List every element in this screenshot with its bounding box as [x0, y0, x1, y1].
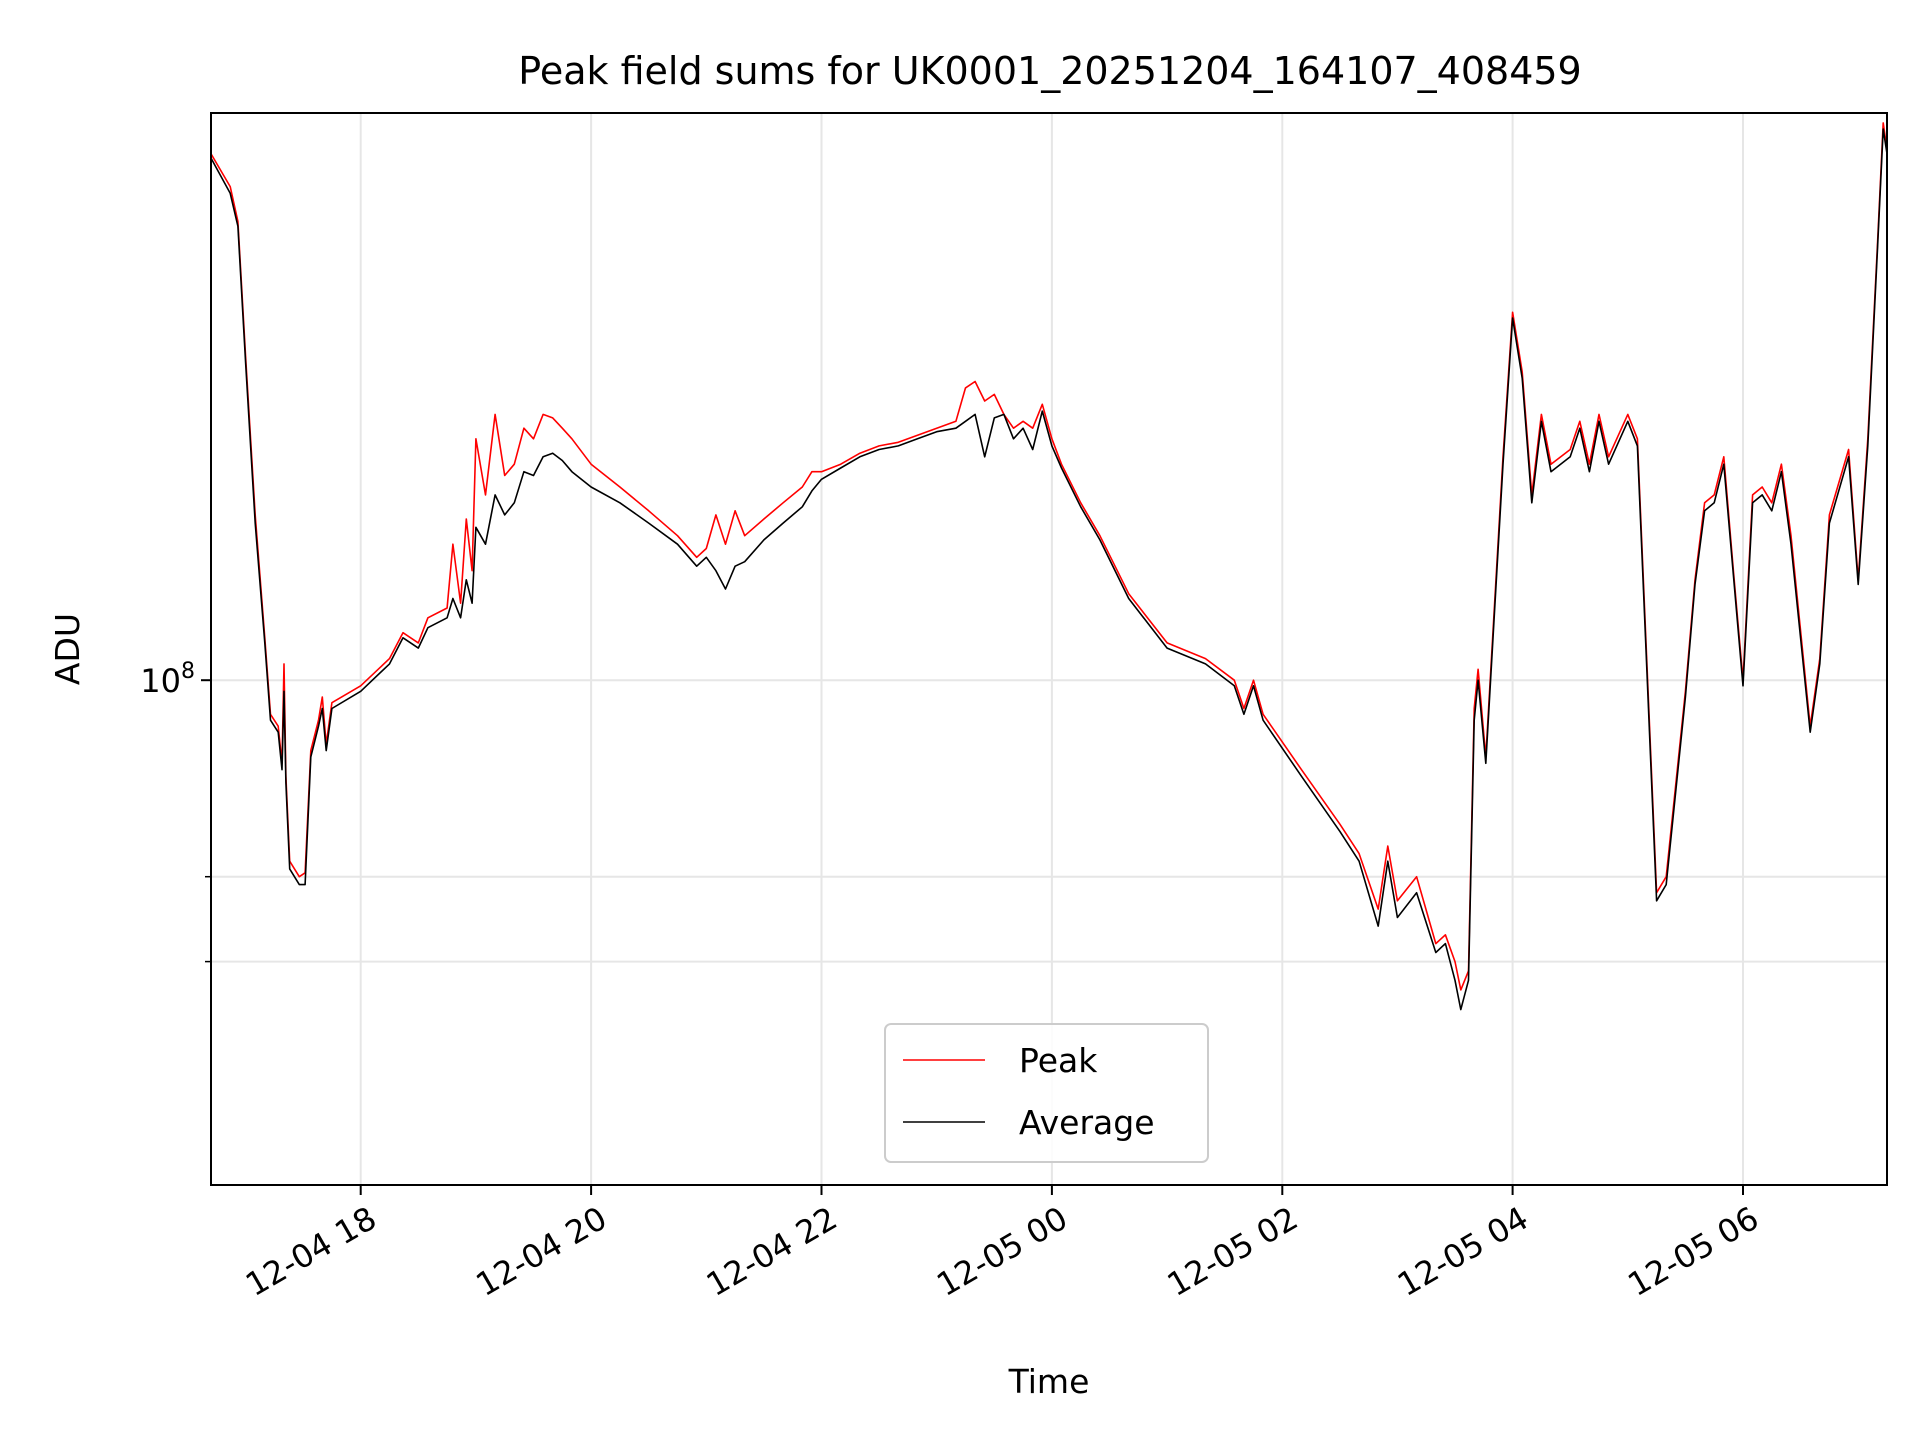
legend-label-peak: Peak [1019, 1041, 1098, 1080]
legend: Peak Average [884, 1023, 1209, 1163]
y-axis-ticks: 108 [140, 659, 211, 963]
x-axis-label: Time [1008, 1362, 1090, 1401]
y-axis-label: ADU [48, 613, 87, 685]
series-layer [211, 122, 1887, 1011]
legend-label-average: Average [1019, 1103, 1155, 1142]
legend-box [884, 1023, 1209, 1163]
y-tick-label: 108 [140, 659, 195, 700]
plot-frame [210, 112, 1888, 1186]
grid-lines [211, 113, 1887, 1185]
series-line-average [211, 128, 1887, 1011]
chart-title: Peak field sums for UK0001_20251204_1641… [518, 49, 1581, 93]
